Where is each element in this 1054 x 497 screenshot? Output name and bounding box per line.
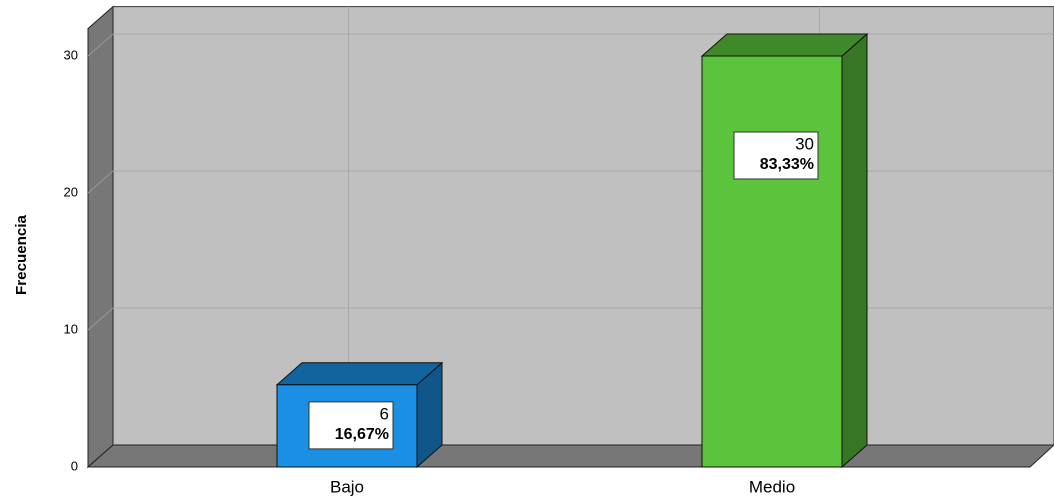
y-tick-label: 30 xyxy=(64,47,78,62)
data-label-box xyxy=(308,401,394,450)
y-tick-label: 10 xyxy=(64,321,78,336)
data-label-count: 30 xyxy=(795,134,814,153)
bar-side xyxy=(841,32,868,469)
grid-line xyxy=(87,307,114,331)
data-label-percent: 16,67% xyxy=(335,426,389,443)
bar-top xyxy=(275,362,444,386)
y-tick-label: 0 xyxy=(71,458,78,473)
y-axis-title: Frecuencia xyxy=(13,214,30,295)
bar xyxy=(701,55,843,468)
data-label-box xyxy=(733,131,819,180)
grid-line xyxy=(87,170,114,194)
bar-top xyxy=(700,33,869,57)
data-label-percent: 83,33% xyxy=(760,156,814,173)
y-tick-label: 20 xyxy=(64,184,78,199)
left-wall xyxy=(87,5,114,469)
x-tick-label: Medio xyxy=(749,477,795,496)
data-label-count: 6 xyxy=(380,404,389,423)
grid-line xyxy=(87,33,114,57)
floor xyxy=(86,444,1054,468)
back-wall xyxy=(112,6,1054,446)
x-tick-label: Bajo xyxy=(330,477,364,496)
